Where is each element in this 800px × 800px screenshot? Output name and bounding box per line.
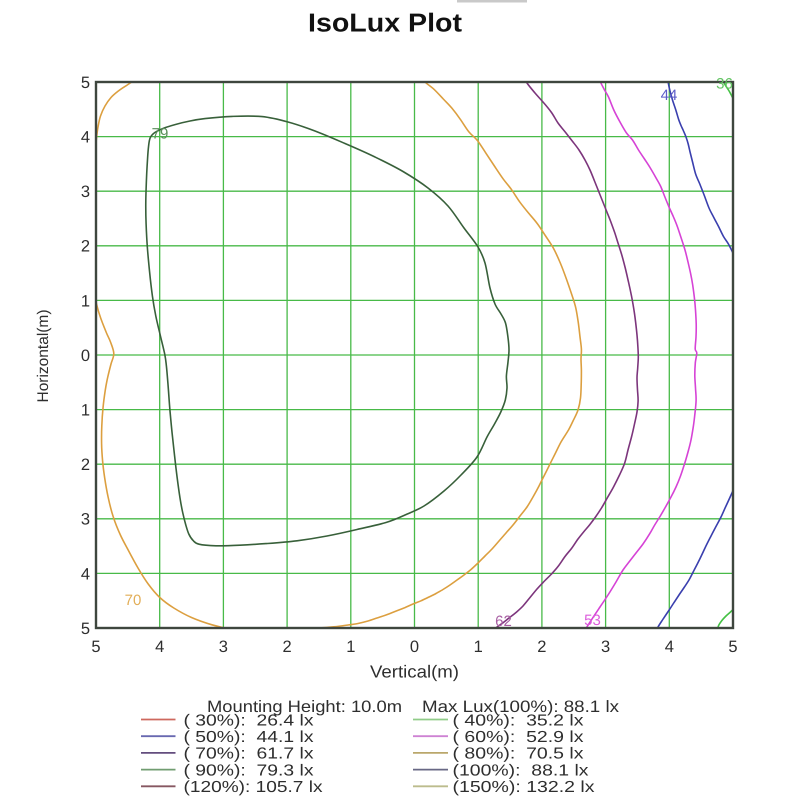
svg-text:5: 5 <box>81 74 90 92</box>
svg-text:70: 70 <box>125 592 142 609</box>
svg-text:Horizontal(m): Horizontal(m) <box>35 310 52 403</box>
svg-text:4: 4 <box>81 565 90 583</box>
svg-text:( 90%): 79.3 lx: ( 90%): 79.3 lx <box>184 762 314 779</box>
svg-text:1: 1 <box>346 638 355 656</box>
svg-text:5: 5 <box>728 638 737 656</box>
svg-text:0: 0 <box>410 638 419 656</box>
svg-text:(120%): 105.7 lx: (120%): 105.7 lx <box>184 779 323 796</box>
svg-text:4: 4 <box>81 129 90 147</box>
svg-text:1: 1 <box>81 292 90 310</box>
svg-text:IsoLux Plot: IsoLux Plot <box>308 8 462 38</box>
svg-text:( 30%): 26.4 lx: ( 30%): 26.4 lx <box>184 712 314 729</box>
svg-text:( 50%): 44.1 lx: ( 50%): 44.1 lx <box>184 729 314 746</box>
svg-text:5: 5 <box>81 620 90 638</box>
svg-text:53: 53 <box>584 612 601 629</box>
svg-text:2: 2 <box>537 638 546 656</box>
svg-text:( 40%): 35.2 lx: ( 40%): 35.2 lx <box>453 712 584 729</box>
svg-text:1: 1 <box>81 402 90 420</box>
svg-text:5: 5 <box>91 638 100 656</box>
svg-text:2: 2 <box>283 638 292 656</box>
svg-text:( 70%): 61.7 lx: ( 70%): 61.7 lx <box>184 746 314 763</box>
svg-text:( 60%): 52.9 lx: ( 60%): 52.9 lx <box>453 729 584 746</box>
svg-text:3: 3 <box>81 183 90 201</box>
svg-text:62: 62 <box>495 613 512 630</box>
svg-text:4: 4 <box>665 638 674 656</box>
svg-text:Mounting Height: 10.0m: Mounting Height: 10.0m <box>207 698 402 716</box>
svg-text:(100%): 88.1 lx: (100%): 88.1 lx <box>453 762 589 779</box>
svg-text:( 80%): 70.5 lx: ( 80%): 70.5 lx <box>453 746 584 763</box>
svg-text:36: 36 <box>716 76 733 93</box>
svg-text:3: 3 <box>81 511 90 529</box>
svg-text:3: 3 <box>219 638 228 656</box>
svg-text:2: 2 <box>81 238 90 256</box>
svg-text:79: 79 <box>152 126 169 143</box>
svg-text:3: 3 <box>601 638 610 656</box>
svg-text:0: 0 <box>81 347 90 365</box>
svg-text:Vertical(m): Vertical(m) <box>370 662 459 682</box>
svg-text:2: 2 <box>81 456 90 474</box>
svg-text:4: 4 <box>155 638 164 656</box>
svg-text:Max Lux(100%): 88.1 lx: Max Lux(100%): 88.1 lx <box>422 698 620 716</box>
svg-text:44: 44 <box>661 87 678 104</box>
svg-text:1: 1 <box>474 638 483 656</box>
svg-text:(150%): 132.2 lx: (150%): 132.2 lx <box>453 779 595 796</box>
